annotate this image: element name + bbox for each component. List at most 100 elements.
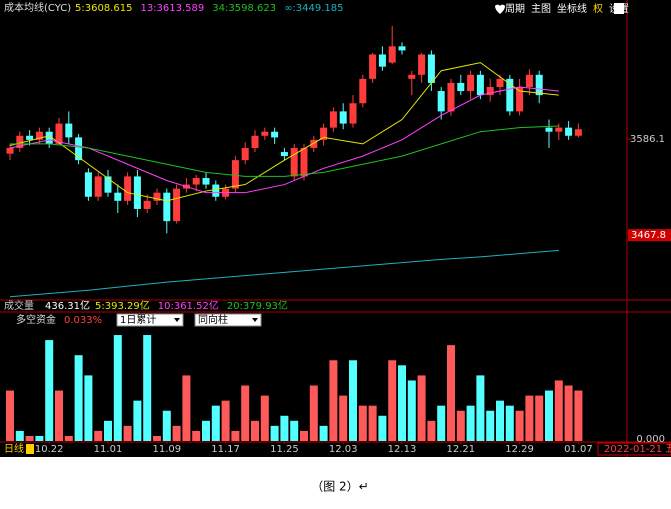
candle-body (84, 172, 92, 197)
bar (270, 425, 279, 441)
candle-body (525, 74, 533, 87)
candle-body (133, 176, 141, 209)
candle-body (349, 103, 357, 124)
bar (525, 395, 534, 441)
caption: （图 2）↵ (311, 480, 369, 494)
bar (104, 420, 112, 441)
dropdown-arrow[interactable] (252, 318, 258, 322)
candle-body (300, 147, 308, 177)
toolbar-item[interactable]: 坐标线 (557, 2, 587, 15)
bar (182, 375, 191, 441)
bar (35, 435, 44, 441)
y-tick-label: 0.000 (636, 434, 665, 445)
candle-body (516, 86, 524, 112)
bar (290, 420, 299, 441)
bar (113, 335, 122, 441)
bar (211, 405, 220, 441)
candle-body (408, 74, 416, 79)
candle-body (6, 147, 14, 154)
x-tick-label: 11.17 (211, 444, 240, 455)
scroll-icon[interactable] (614, 3, 624, 14)
price-marker (628, 229, 671, 242)
candle-body (565, 127, 573, 136)
dropdown[interactable] (194, 313, 262, 327)
x-tick-label: 10.22 (35, 444, 64, 455)
bar (398, 365, 406, 441)
bar (123, 425, 132, 441)
candle-body (35, 131, 43, 140)
bar (25, 435, 34, 441)
bar (162, 410, 171, 441)
candle-body (241, 147, 249, 161)
candle-body (378, 54, 386, 67)
toolbar-item[interactable]: 周期 (505, 3, 525, 15)
price-marker-label: 3467.8 (631, 230, 666, 241)
dropdown-label[interactable]: 同向柱 (198, 313, 228, 326)
bar (45, 340, 54, 441)
candle-body (476, 74, 484, 96)
candle-body (447, 82, 455, 112)
ma-line (9, 249, 559, 298)
candle-body (75, 137, 83, 161)
legend-entry: ∞:3449.185 (284, 3, 343, 14)
dropdown[interactable] (116, 313, 184, 327)
candle-body (45, 131, 53, 144)
candle-body (535, 74, 543, 96)
panel-title: 多空资金 (16, 313, 56, 326)
bar (6, 390, 14, 441)
bar (280, 415, 289, 441)
date-label: 2022-01-21 五 (604, 444, 671, 455)
candle-body (114, 192, 122, 201)
x-tick-label: 11.01 (94, 444, 123, 455)
candle-body (418, 54, 426, 75)
date-box (597, 442, 671, 456)
bar (94, 430, 103, 441)
bar (133, 400, 142, 441)
toolbar-item[interactable]: 权 (593, 2, 603, 15)
candle-body (506, 78, 514, 112)
bar (64, 435, 73, 441)
heart-icon[interactable] (495, 4, 505, 14)
bar (447, 345, 455, 441)
bar (437, 405, 446, 441)
candle-body (496, 78, 504, 87)
volume-ma: 20:379.93亿 (227, 299, 288, 312)
candle-body (545, 127, 553, 132)
ma-line (9, 62, 559, 202)
candle-body (427, 54, 435, 83)
candle-body (261, 131, 269, 136)
bar (476, 375, 485, 441)
bar (358, 405, 367, 441)
bar (84, 375, 93, 441)
candle-body (153, 192, 161, 201)
candle-body (202, 178, 210, 185)
volume-ma: 10:361.52亿 (158, 299, 219, 312)
bar (505, 405, 514, 441)
bar (574, 390, 583, 441)
bar (417, 375, 426, 441)
volume-value: 436.31亿 (45, 299, 90, 312)
bar (319, 425, 328, 441)
bar (378, 415, 387, 441)
x-tick-label: 11.25 (270, 444, 299, 455)
ma-line (9, 86, 559, 194)
bar (172, 425, 181, 441)
ma-line (10, 125, 559, 177)
candle-body (388, 46, 396, 63)
dropdown-label[interactable]: 1日累计 (120, 313, 156, 326)
period-marker (26, 444, 34, 454)
candle-body (398, 46, 406, 51)
candle-body (192, 178, 200, 185)
dropdown-arrow[interactable] (174, 318, 180, 322)
bar (339, 395, 348, 441)
panel-value: 0.033% (64, 315, 102, 326)
bar (456, 410, 465, 441)
x-tick-label: 12.29 (505, 444, 534, 455)
candle-body (94, 176, 102, 197)
candle-body (212, 184, 220, 197)
toolbar-item[interactable]: 主图 (531, 3, 551, 15)
bar (241, 385, 250, 441)
period-label: 日线 (4, 442, 24, 455)
candle-body (231, 160, 239, 189)
candle-body (467, 74, 475, 92)
